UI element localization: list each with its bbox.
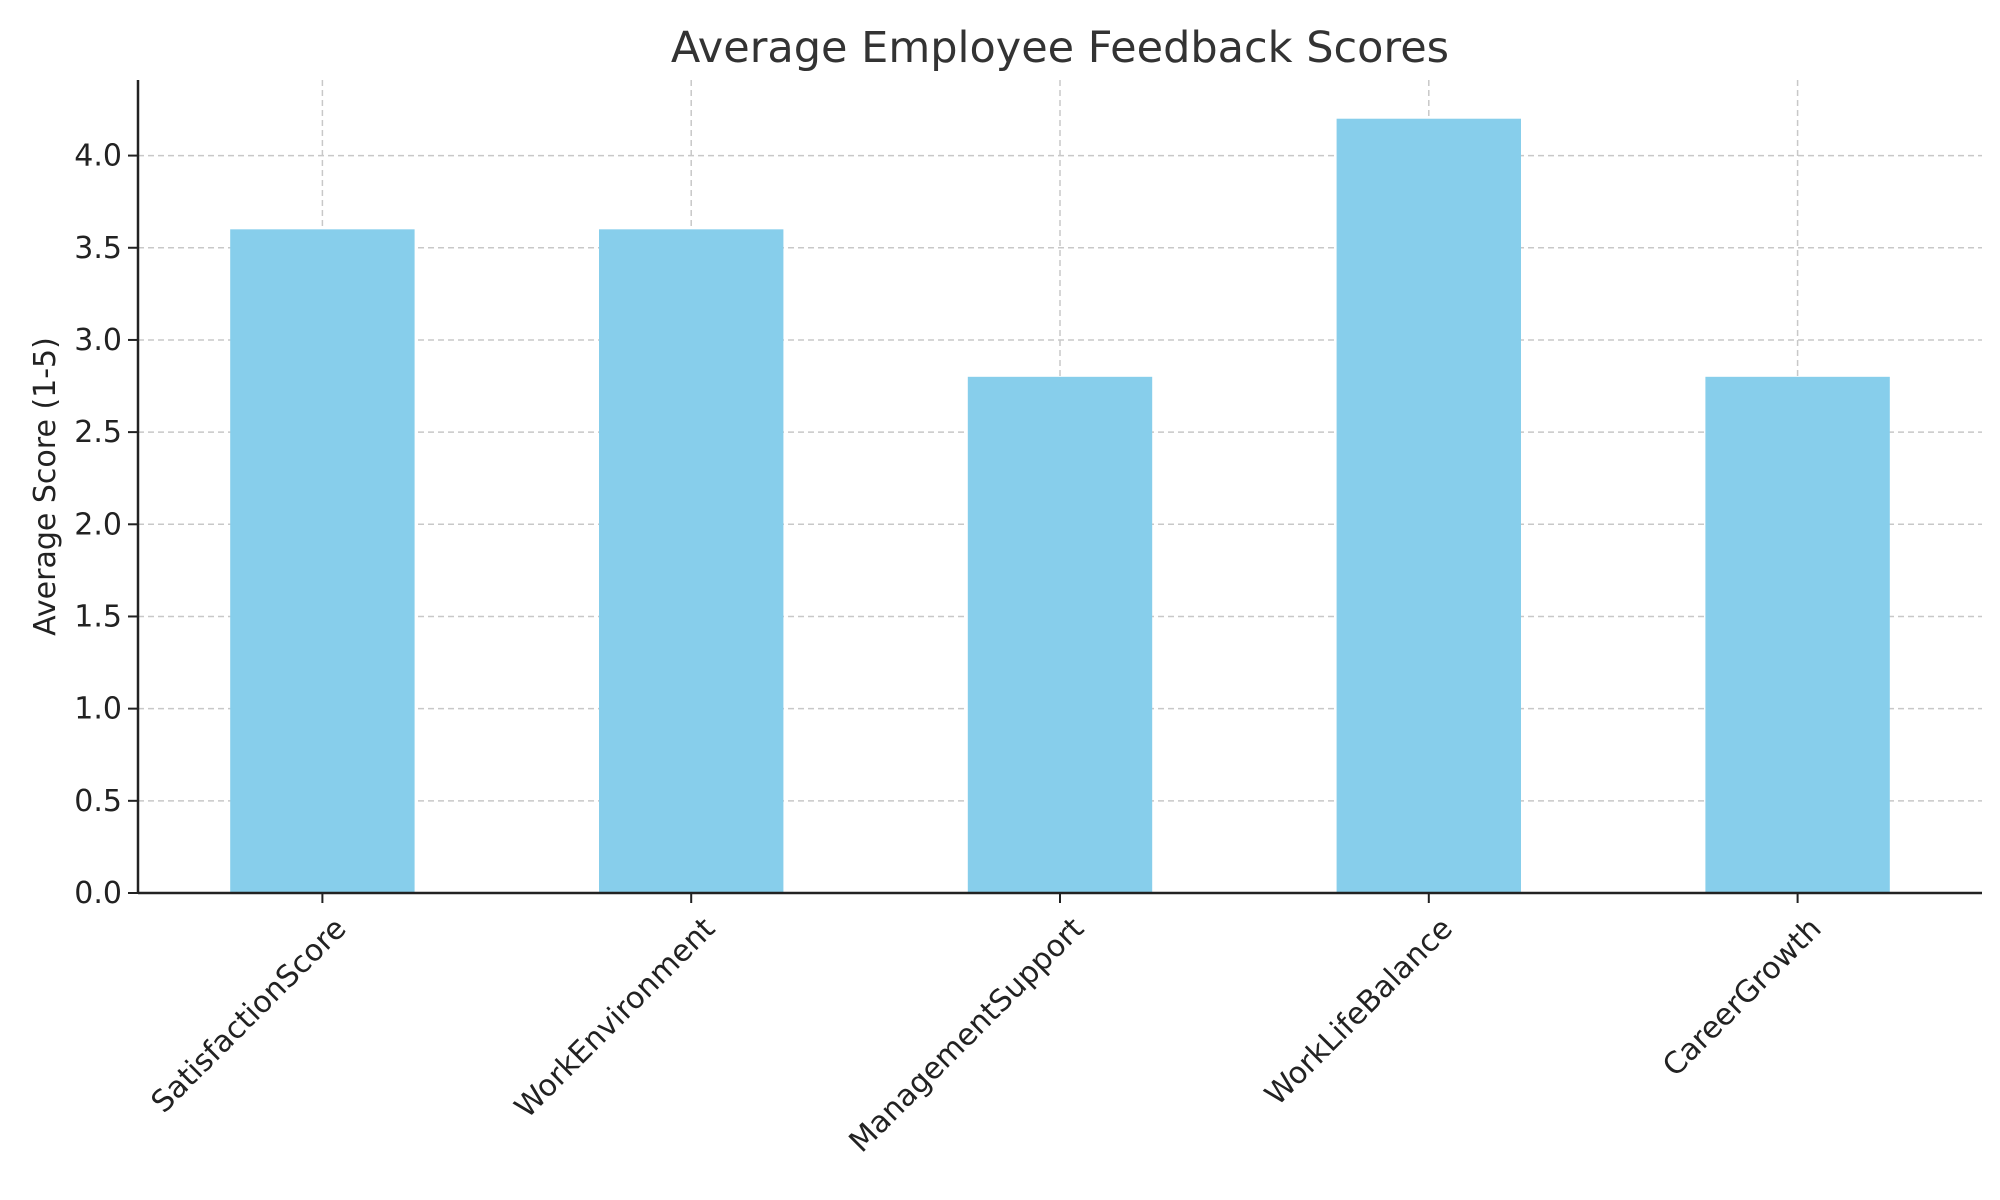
x-tick-label: WorkEnvironment (508, 911, 722, 1125)
x-tick-label: WorkLifeBalance (1258, 911, 1459, 1112)
bar-managementsupport (967, 376, 1153, 893)
y-tick-label: 2.0 (74, 507, 122, 542)
y-tick-label: 0.0 (74, 876, 122, 911)
x-tick-label: ManagementSupport (843, 911, 1092, 1160)
y-tick-label: 4.0 (74, 139, 122, 174)
bar-satisfactionscore (230, 229, 415, 893)
y-tick-label: 1.0 (74, 692, 122, 727)
y-tick-label: 2.5 (74, 415, 122, 450)
x-tick-label: CareerGrowth (1656, 911, 1828, 1083)
x-tick-label: SatisfactionScore (145, 911, 354, 1120)
y-tick-label: 0.5 (74, 784, 122, 819)
bars-layer (230, 118, 1890, 893)
y-tick-label: 3.5 (74, 231, 122, 266)
y-tick-label: 3.0 (74, 323, 122, 358)
y-tick-label: 1.5 (74, 599, 122, 634)
bar-careergrowth (1705, 376, 1890, 893)
y-axis-label: Average Score (1-5) (28, 337, 63, 636)
bar-workenvironment (599, 229, 784, 893)
chart-title: Average Employee Feedback Scores (671, 23, 1449, 73)
bar-worklifebalance (1336, 118, 1521, 893)
